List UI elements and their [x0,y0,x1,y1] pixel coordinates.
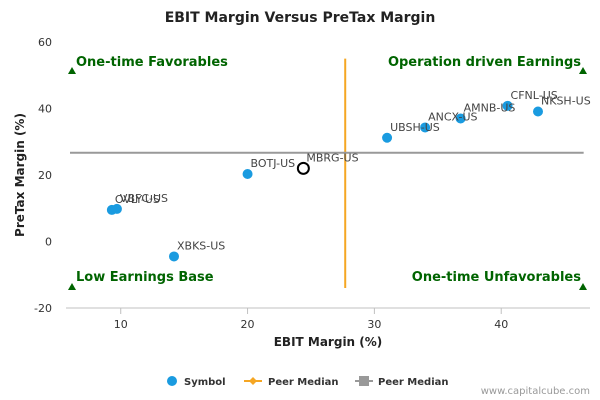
data-point[interactable] [420,122,431,133]
y-axis-ticks: -20 0 20 40 60 [34,36,52,315]
x-tick-label: 20 [241,318,255,331]
legend: Symbol Peer Median Peer Median [167,376,449,388]
y-axis-title: PreTax Margin (%) [13,113,27,237]
x-axis-ticks: 10 20 30 40 [114,308,508,331]
data-point-label: ANCX-US [428,110,477,123]
data-point-label: AMNB-US [464,101,516,114]
legend-median-y-label[interactable]: Peer Median [378,377,449,388]
legend-median-x-label[interactable]: Peer Median [268,377,339,388]
legend-symbol-label[interactable]: Symbol [184,377,226,388]
data-point-highlight[interactable] [296,161,310,175]
quadrant-marker-bottom-left [68,283,76,290]
chart-title: EBIT Margin Versus PreTax Margin [165,10,436,26]
legend-symbol-marker [167,376,177,386]
x-tick-label: 10 [114,318,128,331]
legend-median-y-marker [359,376,369,386]
data-point-label: XBKS-US [177,239,225,252]
quadrant-label-bottom-right: One-time Unfavorables [412,270,581,285]
quadrant-marker-top-right [579,67,587,74]
y-tick-label: 40 [38,103,52,116]
y-tick-label: -20 [34,302,52,315]
x-axis-title: EBIT Margin (%) [274,335,383,349]
data-point[interactable] [502,100,513,111]
data-point[interactable] [169,251,179,262]
y-tick-label: 20 [38,169,52,182]
legend-median-x-marker [249,377,257,385]
data-point-label: MBRG-US [306,151,358,164]
data-points [106,100,543,262]
data-point[interactable] [382,132,393,143]
data-point[interactable] [455,113,466,124]
data-point[interactable] [533,106,543,117]
quadrant-label-bottom-left: Low Earnings Base [76,270,214,285]
data-point[interactable] [111,203,122,214]
data-point-label: CFNL-US [511,89,558,102]
quadrant-label-top-left: One-time Favorables [76,55,228,70]
y-tick-label: 60 [38,36,52,49]
credit-text: www.capitalcube.com [481,386,590,397]
y-tick-label: 0 [45,236,52,249]
data-point-label: UBSH-US [390,121,440,134]
quadrant-label-top-right: Operation driven Earnings [388,55,581,70]
data-point-label: OVLY-US [115,193,160,206]
data-point[interactable] [242,169,253,180]
data-point-label: VBFC-US [120,192,168,205]
quadrant-marker-bottom-right [579,283,587,290]
x-tick-label: 30 [367,318,381,331]
x-tick-label: 40 [494,318,508,331]
data-point-label: BOTJ-US [251,157,296,170]
quadrant-marker-top-left [68,67,76,74]
data-point-label: NKSH-US [541,94,591,107]
